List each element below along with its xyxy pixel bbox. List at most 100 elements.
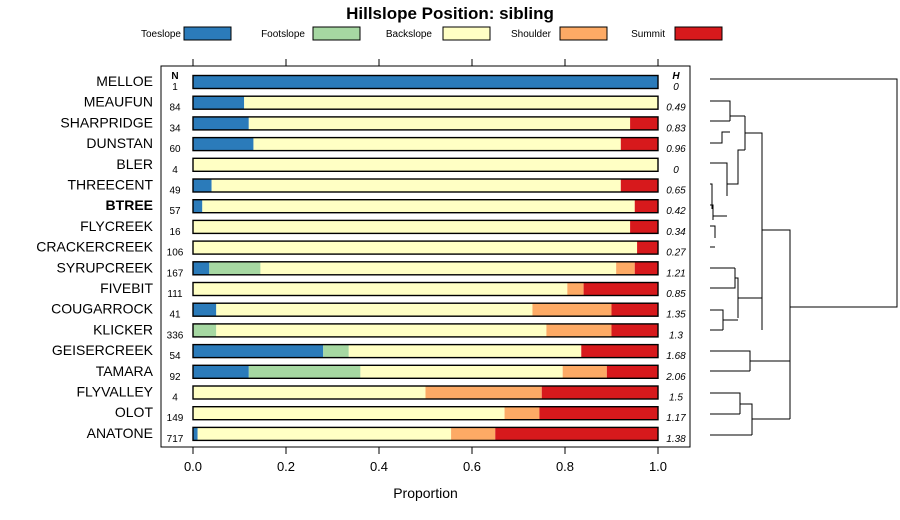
row-h-threecent: 0.65 (666, 186, 686, 197)
sample-counts: 1 84 34 60 4 49 57 16 106 167 111 41 336 54 92 4 149 717 (167, 82, 184, 445)
dendrogram-branch-7 (710, 204, 714, 220)
x-tick-label-4: 0.8 (556, 459, 574, 474)
bar-outline-btree (192, 198, 659, 214)
row-count-sharpridge: 34 (169, 123, 181, 134)
row-h-crackercreek: 0.27 (666, 248, 686, 259)
dendrogram-branch-6 (710, 183, 713, 209)
bar-segment-tamara-shoulder (562, 365, 607, 379)
chart-title: Hillslope Position: sibling (346, 4, 554, 23)
row-count-geisercreek: 54 (169, 351, 181, 362)
row-h-syrupcreek: 1.21 (666, 268, 685, 279)
bar-segment-sharpridge-summit (630, 116, 658, 130)
row-label-meaufun: MEAUFUN (84, 94, 153, 110)
legend-label-footslope: Footslope (261, 29, 305, 40)
row-label-geisercreek: GEISERCREEK (52, 342, 154, 358)
bar-outline-cougarrock (192, 302, 659, 317)
bar-segment-syrupcreek-footslope (209, 261, 261, 275)
legend-swatch-toeslope (183, 26, 232, 41)
bar-segment-klicker-summit (611, 323, 658, 337)
bar-outline-meaufun (192, 95, 659, 110)
row-label-sharpridge: SHARPRIDGE (60, 114, 153, 130)
row-h-btree: 0.42 (666, 206, 686, 217)
bar-segment-threecent-summit (620, 179, 658, 192)
x-axis: 0.0 0.2 0.4 0.6 0.8 1.0 (184, 59, 667, 474)
bar-outline-flycreek (192, 219, 659, 235)
h-values: 0 0.49 0.83 0.96 0 0.65 0.42 0.34 0.27 1.21 0.85 1.… (665, 82, 686, 445)
row-label-cougarrock: COUGARROCK (51, 301, 154, 317)
dendrogram-branch-30 (762, 229, 791, 307)
x-axis-title: Proportion (393, 485, 458, 501)
bar-segment-cougarrock-backslope (216, 303, 533, 317)
dendrogram-branch-16 (735, 277, 739, 318)
legend-label-backslope: Backslope (386, 29, 433, 40)
dendrogram-branch-5 (710, 162, 728, 196)
row-h-flyvalley: 1.5 (669, 393, 683, 404)
dendrogram-branch-13 (745, 132, 763, 330)
bar-segment-meaufun-toeslope (193, 96, 245, 110)
row-count-anatone: 717 (167, 434, 184, 445)
bar-segment-geisercreek-footslope (323, 344, 349, 358)
dendrogram-branch-1 (710, 100, 731, 111)
dendrogram-branch-17 (710, 309, 724, 330)
x-tick-label-0: 0.0 (184, 459, 202, 474)
bar-segment-flycreek-backslope (193, 220, 631, 234)
row-count-threecent: 49 (169, 186, 181, 197)
legend-label-shoulder: Shoulder (511, 29, 552, 40)
bar-segment-cougarrock-summit (611, 303, 658, 317)
bar-segment-threecent-backslope (211, 179, 621, 192)
bar-segment-flycreek-summit (630, 220, 658, 234)
dendrogram-branch-3 (710, 131, 730, 144)
row-label-bler: BLER (116, 156, 153, 172)
bar-segment-fivebit-backslope (193, 282, 568, 296)
row-label-btree: BTREE (106, 197, 153, 213)
row-label-syrupcreek: SYRUPCREEK (57, 259, 154, 275)
bar-segment-klicker-backslope (216, 323, 547, 337)
legend-swatch-shoulder (559, 26, 608, 41)
plot-frame (160, 65, 691, 448)
bar-segment-olot-summit (539, 406, 658, 420)
bar-segment-threecent-toeslope (193, 179, 212, 192)
h-header: H (672, 71, 680, 82)
bar-segment-fivebit-summit (583, 282, 658, 296)
legend-label-summit: Summit (631, 29, 665, 40)
row-h-anatone: 1.38 (666, 434, 686, 445)
x-tick-label-1: 0.2 (277, 459, 295, 474)
bar-segment-cougarrock-shoulder (532, 303, 612, 317)
dendrogram-branch-4 (729, 111, 745, 121)
dendrogram-branch-25 (740, 403, 753, 435)
bar-segment-geisercreek-toeslope (193, 344, 324, 358)
n-header: N (171, 71, 178, 82)
dendrogram-branch-18 (710, 319, 738, 331)
row-count-fivebit: 111 (167, 289, 183, 300)
bar-segment-sharpridge-toeslope (193, 116, 249, 130)
bar-segment-geisercreek-summit (581, 344, 658, 358)
bar-segment-syrupcreek-summit (634, 261, 658, 275)
bar-segment-melloe-toeslope (193, 75, 658, 89)
dendrogram-branch-11 (727, 149, 745, 185)
dendrogram-branch-23 (710, 392, 741, 414)
bars (192, 74, 659, 442)
bar-segment-fivebit-shoulder (567, 282, 584, 296)
row-h-flycreek: 0.34 (666, 227, 686, 238)
row-count-tamara: 92 (169, 372, 181, 383)
bar-segment-geisercreek-backslope (348, 344, 582, 358)
bar-outline-crackercreek (192, 240, 659, 255)
row-h-dunstan: 0.96 (666, 144, 686, 155)
bar-segment-sharpridge-backslope (248, 116, 631, 130)
bar-segment-btree-backslope (202, 199, 635, 213)
dendrogram-branch-15 (710, 268, 736, 289)
row-h-klicker: 1.3 (669, 330, 683, 341)
row-label-flycreek: FLYCREEK (80, 218, 154, 234)
row-count-meaufun: 84 (169, 103, 181, 114)
bar-segment-syrupcreek-backslope (260, 261, 617, 275)
legend-swatch-footslope (312, 26, 361, 41)
bar-segment-cougarrock-toeslope (193, 303, 217, 317)
row-label-tamara: TAMARA (96, 363, 154, 379)
row-count-melloe: 1 (172, 82, 178, 93)
row-label-fivebit: FIVEBIT (100, 280, 153, 296)
row-count-dunstan: 60 (169, 144, 181, 155)
bar-outline-dunstan (192, 136, 659, 152)
x-tick-label-3: 0.6 (463, 459, 481, 474)
row-h-fivebit: 0.85 (666, 289, 686, 300)
